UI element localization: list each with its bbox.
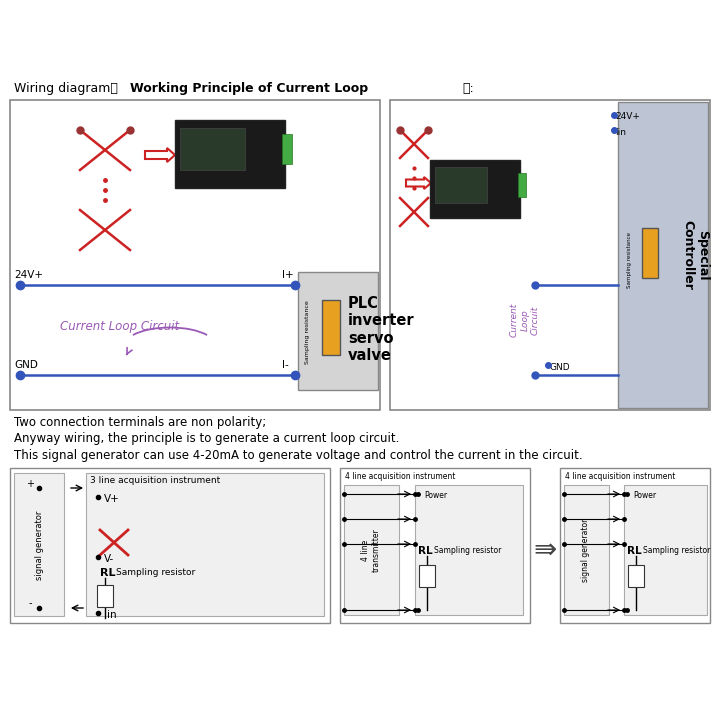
Bar (628, 565, 644, 587)
Text: RL: RL (418, 546, 433, 556)
Text: RL: RL (627, 546, 642, 556)
Text: Sampling resistor: Sampling resistor (116, 568, 195, 577)
Bar (564, 485, 609, 615)
Text: Sampling resistance: Sampling resistance (305, 300, 310, 364)
Text: 24V+: 24V+ (14, 270, 43, 280)
Text: Sampling resistor: Sampling resistor (643, 546, 711, 555)
Text: ）:: ）: (462, 82, 474, 95)
Text: Anyway wiring, the principle is to generate a current loop circuit.: Anyway wiring, the principle is to gener… (14, 432, 400, 445)
Text: Iin: Iin (104, 610, 117, 620)
Text: Current
Loop
Circuit: Current Loop Circuit (510, 303, 540, 337)
Text: signal generator: signal generator (582, 518, 590, 582)
Text: 24V+: 24V+ (615, 112, 640, 121)
Bar (415, 485, 523, 615)
Bar (518, 173, 526, 197)
Bar (344, 485, 399, 615)
Text: GND: GND (14, 360, 38, 370)
Text: Current Loop Circuit: Current Loop Circuit (60, 320, 179, 333)
Text: signal generator: signal generator (35, 510, 43, 580)
Text: Working Principle of Current Loop: Working Principle of Current Loop (130, 82, 368, 95)
Text: 3 line acquisition instrument: 3 line acquisition instrument (90, 476, 220, 485)
Bar (10, 100, 380, 410)
Text: Power: Power (633, 491, 656, 500)
Bar (298, 272, 378, 390)
Bar (390, 100, 710, 410)
Bar (10, 468, 330, 623)
Text: 4 line acquisition instrument: 4 line acquisition instrument (345, 472, 455, 481)
Bar (340, 468, 530, 623)
Bar (322, 300, 340, 355)
Text: Iin: Iin (615, 128, 626, 137)
Text: Wiring diagram（: Wiring diagram（ (14, 82, 118, 95)
Text: I+: I+ (282, 270, 294, 280)
Bar (282, 134, 292, 164)
Bar (642, 228, 658, 278)
Bar (180, 128, 245, 170)
Text: Two connection terminals are non polarity;: Two connection terminals are non polarit… (14, 416, 266, 429)
Text: Sampling resistance: Sampling resistance (628, 232, 632, 288)
Bar (419, 565, 435, 587)
Bar (97, 585, 113, 607)
Bar (435, 167, 487, 203)
Text: Power: Power (424, 491, 447, 500)
Text: V-: V- (104, 554, 114, 564)
Text: Sampling resistor: Sampling resistor (434, 546, 501, 555)
Text: 4 line acquisition instrument: 4 line acquisition instrument (565, 472, 675, 481)
Bar (14, 473, 64, 616)
Text: +: + (26, 479, 34, 489)
Bar (618, 102, 708, 408)
Bar (624, 485, 707, 615)
Bar (560, 468, 710, 623)
Text: I-: I- (282, 360, 289, 370)
Text: PLC
inverter
servo
valve: PLC inverter servo valve (348, 296, 415, 363)
Text: V+: V+ (104, 494, 120, 504)
Text: -: - (28, 598, 32, 608)
Bar (430, 160, 520, 218)
Text: This signal generator can use 4-20mA to generate voltage and control the current: This signal generator can use 4-20mA to … (14, 449, 582, 462)
Bar (86, 473, 324, 616)
Text: GND: GND (550, 363, 571, 372)
Text: Special
Controller: Special Controller (681, 220, 709, 290)
Text: ⇛: ⇛ (534, 536, 557, 564)
Text: 4 line
transmitter: 4 line transmitter (361, 528, 381, 572)
Bar (175, 120, 285, 188)
Text: RL: RL (100, 568, 115, 578)
